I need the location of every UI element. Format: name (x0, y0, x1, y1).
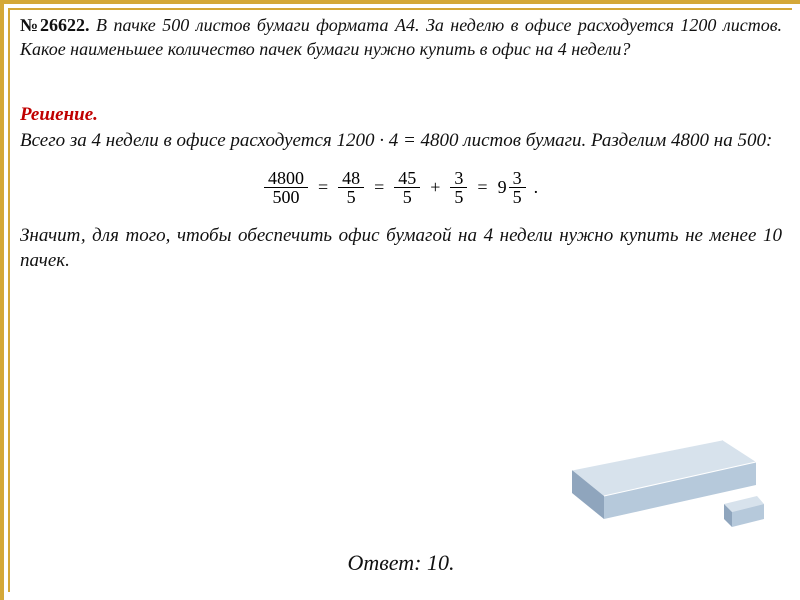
fraction-3: 45 5 (394, 169, 420, 208)
f5-den: 5 (509, 188, 526, 207)
problem-text: В пачке 500 листов бумаги формата А4. За… (20, 15, 782, 59)
solution-line1: Всего за 4 недели в офисе расходуется 12… (20, 128, 782, 153)
f3-num: 45 (394, 169, 420, 189)
answer-label: Ответ: (347, 550, 421, 575)
solution-label: Решение. (20, 104, 782, 126)
formula-period: . (534, 177, 539, 198)
formula-row: 4800 500 = 48 5 = 45 5 + 3 5 = 9 3 (20, 169, 782, 208)
equals: = (475, 177, 489, 198)
f3-den: 5 (399, 188, 416, 207)
fraction-2: 48 5 (338, 169, 364, 208)
paper-ream-image (544, 404, 764, 534)
fraction-4: 3 5 (450, 169, 467, 208)
solution-conclusion: Значит, для того, чтобы обеспечить офис … (20, 223, 782, 273)
plus: + (428, 177, 442, 198)
problem-statement: №26622. В пачке 500 листов бумаги формат… (20, 14, 782, 62)
f5-num: 3 (509, 169, 526, 189)
equals: = (372, 177, 386, 198)
left-border (0, 4, 4, 600)
answer: Ответ: 10. (20, 550, 782, 576)
f2-num: 48 (338, 169, 364, 189)
f4-num: 3 (450, 169, 467, 189)
formula: 4800 500 = 48 5 = 45 5 + 3 5 = 9 3 (264, 169, 538, 208)
f1-num: 4800 (264, 169, 308, 189)
answer-value: 10. (427, 550, 455, 575)
equals: = (316, 177, 330, 198)
problem-number: №26622. (20, 15, 90, 35)
fraction-1: 4800 500 (264, 169, 308, 208)
f4-den: 5 (450, 188, 467, 207)
f1-den: 500 (268, 188, 303, 207)
content-area: №26622. В пачке 500 листов бумаги формат… (20, 14, 782, 592)
mixed-number: 9 3 5 (498, 169, 526, 208)
mixed-whole: 9 (498, 177, 507, 198)
top-border (0, 0, 800, 4)
f2-den: 5 (343, 188, 360, 207)
inner-left-border (8, 8, 10, 592)
inner-top-border (8, 8, 792, 10)
fraction-5: 3 5 (509, 169, 526, 208)
